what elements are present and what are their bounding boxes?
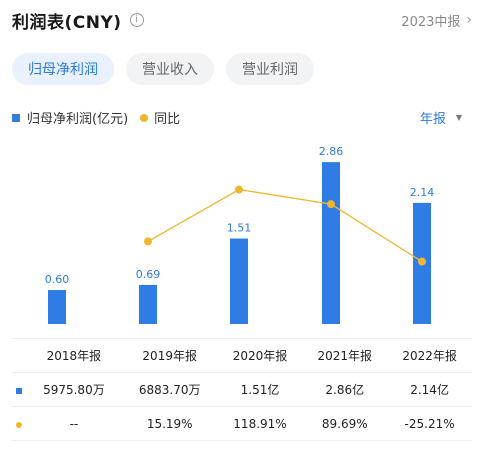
header: 利润表(CNY) i 2023中报 › [12, 8, 472, 33]
bar-3[interactable] [322, 162, 340, 324]
chevron-right-icon: › [466, 12, 472, 28]
bar-value-label: 2.86 [319, 145, 344, 158]
yoy-point[interactable] [418, 257, 426, 266]
tab-revenue[interactable]: 营业收入 [126, 53, 214, 85]
table-header: 2019年报 [121, 338, 218, 373]
line-legend-label: 同比 [154, 112, 181, 127]
report-type-dropdown[interactable]: 年报 ▼ [420, 108, 462, 127]
period-selector[interactable]: 2023中报 › [401, 11, 472, 30]
caret-down-icon: ▼ [455, 113, 462, 122]
data-table: 2018年报 2019年报 2020年报 2021年报 2022年报 5975.… [12, 338, 472, 441]
info-icon[interactable]: i [129, 13, 144, 27]
table-cell: 5975.80万 [26, 372, 122, 407]
table-cell: -25.21% [387, 406, 472, 441]
tab-net-profit[interactable]: 归母净利润 [12, 53, 114, 85]
bar-value-label: 0.60 [45, 273, 70, 286]
page-title: 利润表(CNY) [12, 12, 122, 33]
table-cell: 2.14亿 [387, 372, 472, 407]
chart-legend: 归母净利润(亿元) 同比 [12, 108, 180, 127]
table-cell: -- [26, 406, 122, 441]
line-legend-swatch [140, 113, 149, 122]
table-cell: 2.86亿 [302, 372, 388, 407]
metric-tabs: 归母净利润 营业收入 营业利润 [12, 53, 314, 85]
table-header: 2018年报 [26, 338, 122, 373]
table-header: 2021年报 [302, 338, 388, 373]
table-header: 2020年报 [217, 338, 303, 373]
table-cell: 118.91% [217, 406, 303, 441]
bar-2[interactable] [230, 238, 248, 324]
table-cell: 6883.70万 [121, 372, 218, 407]
bar-series-marker [16, 387, 22, 394]
bar-1[interactable] [139, 284, 157, 324]
bar-value-label: 1.51 [227, 222, 252, 235]
table-cell: 1.51亿 [217, 372, 303, 407]
report-type-label: 年报 [419, 112, 446, 127]
table-header: 2022年报 [387, 338, 472, 373]
period-label: 2023中报 [401, 14, 461, 30]
bar-0[interactable] [48, 290, 66, 324]
bar-legend-swatch [12, 113, 20, 122]
yoy-point[interactable] [144, 237, 152, 246]
yoy-point[interactable] [235, 185, 243, 194]
yoy-line [147, 188, 423, 263]
yoy-point[interactable] [327, 200, 335, 209]
bar-value-label: 0.69 [136, 268, 161, 281]
table-row-profit: 5975.80万 6883.70万 1.51亿 2.86亿 2.14亿 [12, 372, 472, 407]
profit-chart: 0.60 0.69 1.51 2.86 2.14 [45, 145, 435, 324]
bar-value-label: 2.14 [410, 186, 435, 199]
table-cell: 89.69% [302, 406, 388, 441]
line-series-marker [16, 421, 22, 428]
tab-operating-profit[interactable]: 营业利润 [226, 53, 314, 85]
table-cell: 15.19% [121, 406, 218, 441]
bar-legend-label: 归母净利润(亿元) [27, 112, 129, 127]
table-header-row: 2018年报 2019年报 2020年报 2021年报 2022年报 [12, 338, 472, 373]
table-row-yoy: -- 15.19% 118.91% 89.69% -25.21% [12, 406, 472, 441]
